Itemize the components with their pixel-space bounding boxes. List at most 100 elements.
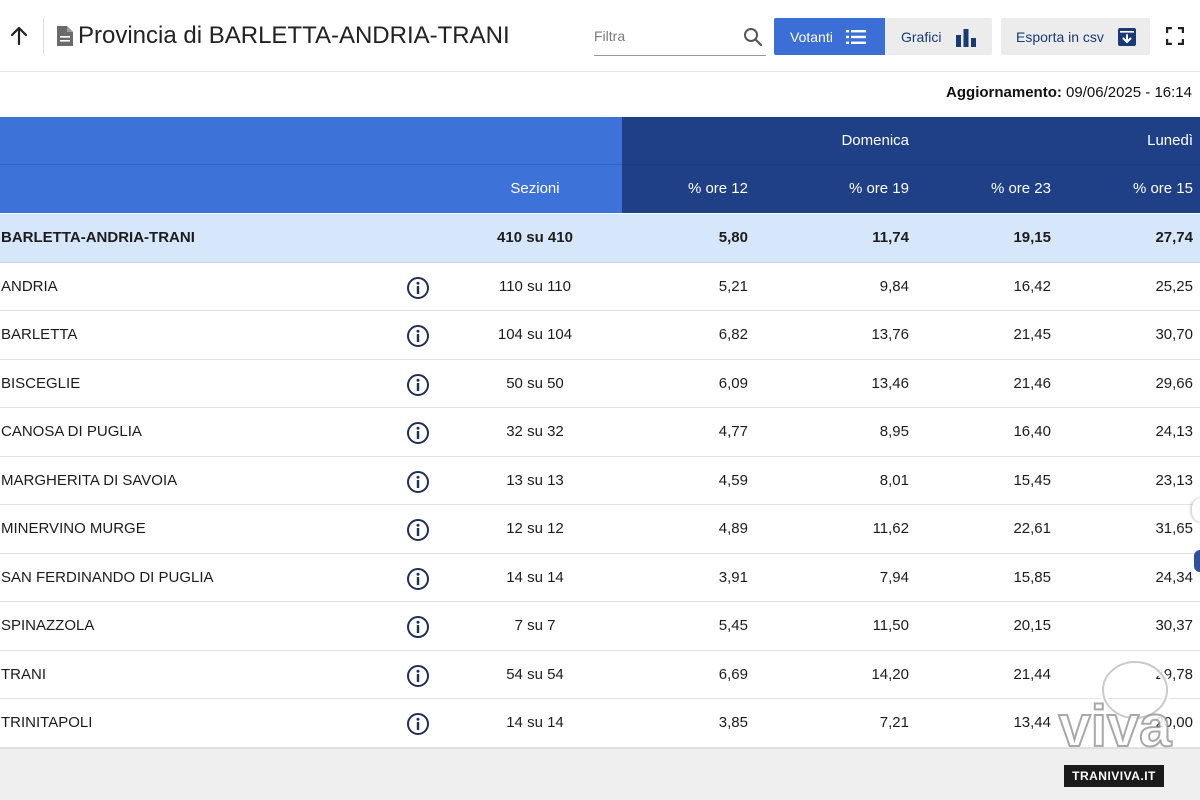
info-icon[interactable] (406, 324, 430, 348)
column-header-ore19[interactable]: % ore 19 (848, 180, 909, 197)
update-timestamp: Aggiornamento: 09/06/2025 - 16:14 (946, 84, 1192, 101)
info-icon[interactable] (406, 615, 430, 639)
filter-input[interactable] (594, 19, 734, 53)
document-icon (57, 26, 73, 46)
table-body: BARLETTA-ANDRIA-TRANI 410 su 410 5,80 11… (0, 214, 1200, 748)
ore19-value: 7,94 (879, 568, 909, 586)
comune-name: MARGHERITA DI SAVOIA (1, 471, 178, 489)
sezioni-value: 32 su 32 (506, 423, 564, 440)
ore12-value: 6,69 (718, 665, 748, 683)
comune-name: MINERVINO MURGE (1, 520, 146, 537)
sezioni-value: 110 su 110 (498, 277, 571, 295)
ore19-value: 11,62 (872, 520, 909, 537)
bar-chart-icon (956, 28, 977, 47)
ore23-value: 15,45 (1013, 471, 1051, 489)
watermark-domain: TRANIVIVA.IT (1064, 765, 1164, 787)
column-header-ore12[interactable]: % ore 12 (687, 180, 748, 197)
list-icon (845, 29, 866, 44)
ore19-value: 8,95 (879, 423, 909, 440)
ore12-value: 4,59 (718, 471, 748, 489)
total-name: BARLETTA-ANDRIA-TRANI (1, 229, 195, 246)
ore23-value: 20,15 (1013, 617, 1051, 634)
sezioni-value: 54 su 54 (506, 665, 564, 683)
table-row: SPINAZZOLA 7 su 7 5,45 11,50 20,15 30,37 (0, 602, 1200, 651)
export-csv-button[interactable]: Esporta in csv (1001, 18, 1150, 55)
ore12-value: 5,21 (718, 277, 748, 295)
ore15-value: 30,37 (1155, 617, 1193, 634)
sezioni-value: 13 su 13 (506, 471, 564, 489)
info-icon[interactable] (406, 712, 430, 736)
column-header-ore23[interactable]: % ore 23 (990, 180, 1051, 197)
ore15-value: 30,70 (1155, 326, 1193, 343)
info-icon[interactable] (406, 664, 430, 688)
ore12-value: 5,45 (718, 617, 748, 634)
ore23-value: 21,45 (1013, 326, 1051, 343)
table-column-header: Sezioni % ore 12 % ore 19 % ore 23 % ore… (0, 165, 1200, 213)
column-header-sezioni[interactable]: Sezioni (510, 180, 560, 197)
table-row: CANOSA DI PUGLIA 32 su 32 4,77 8,95 16,4… (0, 408, 1200, 457)
ore12-value: 6,82 (718, 326, 748, 343)
ore19-value: 13,46 (871, 374, 909, 392)
column-header-ore15[interactable]: % ore 15 (1132, 180, 1193, 197)
table-row: TRANI 54 su 54 6,69 14,20 21,44 29,78 (0, 650, 1200, 699)
arrow-up-icon[interactable] (8, 25, 30, 47)
comune-name: SAN FERDINANDO DI PUGLIA (1, 568, 214, 586)
ore19-value: 7,21 (879, 714, 909, 731)
ore23-value: 16,40 (1013, 423, 1051, 440)
update-value: 09/06/2025 - 16:14 (1066, 84, 1192, 101)
page-title: Provincia di BARLETTA-ANDRIA-TRANI (78, 22, 510, 49)
sezioni-value: 50 su 50 (506, 374, 564, 392)
side-widget[interactable] (1192, 498, 1200, 522)
comune-name: CANOSA DI PUGLIA (1, 423, 142, 440)
ore23-value: 22,61 (1013, 520, 1051, 537)
total-sezioni: 410 su 410 (497, 229, 573, 246)
table-row: TRINITAPOLI 14 su 14 3,85 7,21 13,44 20,… (0, 699, 1200, 748)
votanti-button[interactable]: Votanti (774, 18, 885, 55)
ore15-value: 25,25 (1155, 277, 1193, 295)
info-icon[interactable] (406, 276, 430, 300)
table-row: BISCEGLIE 50 su 50 6,09 13,46 21,46 29,6… (0, 359, 1200, 408)
total-ore19: 11,74 (872, 229, 909, 246)
ore12-value: 3,91 (718, 568, 748, 586)
ore12-value: 3,85 (718, 714, 748, 731)
grafici-button[interactable]: Grafici (885, 18, 992, 55)
ore23-value: 16,42 (1013, 277, 1051, 295)
filter-field[interactable] (594, 19, 766, 56)
fullscreen-icon[interactable] (1166, 27, 1184, 45)
info-icon[interactable] (406, 373, 430, 397)
comune-name: ANDRIA (1, 277, 58, 295)
table-group-header: Domenica Lunedì (0, 117, 1200, 165)
search-icon[interactable] (743, 27, 763, 47)
update-label: Aggiornamento: (946, 84, 1062, 101)
table-row: BARLETTA 104 su 104 6,82 13,76 21,45 30,… (0, 311, 1200, 360)
comune-name: TRANI (1, 665, 46, 683)
info-icon[interactable] (406, 518, 430, 542)
export-csv-button-label: Esporta in csv (1016, 28, 1104, 45)
sezioni-value: 12 su 12 (506, 520, 564, 537)
ore15-value: 31,65 (1155, 520, 1193, 537)
ore15-value: 29,66 (1155, 374, 1193, 392)
votanti-button-label: Votanti (790, 28, 833, 45)
header-divider (43, 18, 44, 54)
group-header-domenica: Domenica (841, 132, 909, 149)
table-footer (0, 748, 1200, 800)
info-icon[interactable] (406, 421, 430, 445)
total-row: BARLETTA-ANDRIA-TRANI 410 su 410 5,80 11… (0, 214, 1200, 263)
info-icon[interactable] (406, 567, 430, 591)
info-icon[interactable] (406, 470, 430, 494)
ore23-value: 13,44 (1013, 714, 1051, 731)
table-row: ANDRIA 110 su 110 5,21 9,84 16,42 25,25 (0, 262, 1200, 311)
total-ore12: 5,80 (718, 229, 748, 246)
ore12-value: 4,77 (718, 423, 748, 440)
ore15-value: 24,34 (1155, 568, 1193, 586)
ore19-value: 14,20 (871, 665, 909, 683)
table-row: MINERVINO MURGE 12 su 12 4,89 11,62 22,6… (0, 505, 1200, 554)
sezioni-value: 14 su 14 (506, 568, 564, 586)
sezioni-value: 14 su 14 (506, 714, 564, 731)
side-widget-dot[interactable] (1194, 550, 1200, 572)
table-row: SAN FERDINANDO DI PUGLIA 14 su 14 3,91 7… (0, 553, 1200, 602)
total-ore15: 27,74 (1155, 229, 1193, 246)
sezioni-value: 104 su 104 (497, 326, 573, 343)
comune-name: BARLETTA (1, 326, 78, 343)
comune-name: BISCEGLIE (1, 374, 81, 392)
